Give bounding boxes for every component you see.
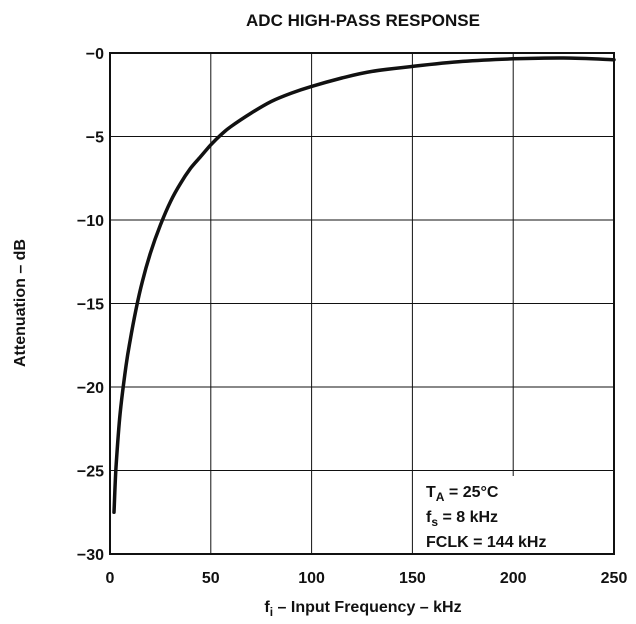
annotation-line: TA = 25°C: [426, 484, 499, 504]
x-tick-labels: 0 50 100 150 200 250: [106, 570, 628, 587]
series-line: [112, 56, 616, 515]
x-axis-label-rest: – Input Frequency – kHz: [273, 599, 461, 616]
x-axis-label-prefix: f: [264, 599, 270, 616]
y-tick-label: −20: [77, 380, 104, 397]
x-axis-label-subscript: i: [270, 605, 273, 619]
annotation: TA = 25°C fs = 8 kHz FCLK = 144 kHz: [426, 484, 546, 551]
chart-title: ADC HIGH-PASS RESPONSE: [246, 11, 480, 30]
y-tick-label: −5: [86, 130, 104, 147]
y-axis-label: Attenuation – dB: [12, 239, 29, 367]
grid: [110, 53, 614, 554]
y-tick-label: −10: [77, 213, 104, 230]
annotation-line: FCLK = 144 kHz: [426, 534, 546, 551]
x-axis-label: fi – Input Frequency – kHz: [264, 599, 461, 619]
y-tick-label: −30: [77, 547, 104, 564]
annotation-line: fs = 8 kHz: [426, 509, 498, 529]
annotation-box: [418, 476, 610, 564]
y-tick-labels: −0 −5 −10 −15 −20 −25 −30: [77, 46, 104, 564]
plot-frame: [109, 52, 615, 555]
x-tick-label: 200: [500, 570, 527, 587]
x-tick-label: 150: [399, 570, 426, 587]
x-tick-label: 0: [106, 570, 115, 587]
x-tick-label: 250: [601, 570, 628, 587]
y-tick-label: −15: [77, 297, 104, 314]
y-tick-label: −0: [86, 46, 104, 63]
y-tick-label: −25: [77, 464, 104, 481]
x-tick-label: 100: [298, 570, 325, 587]
x-tick-label: 50: [202, 570, 220, 587]
